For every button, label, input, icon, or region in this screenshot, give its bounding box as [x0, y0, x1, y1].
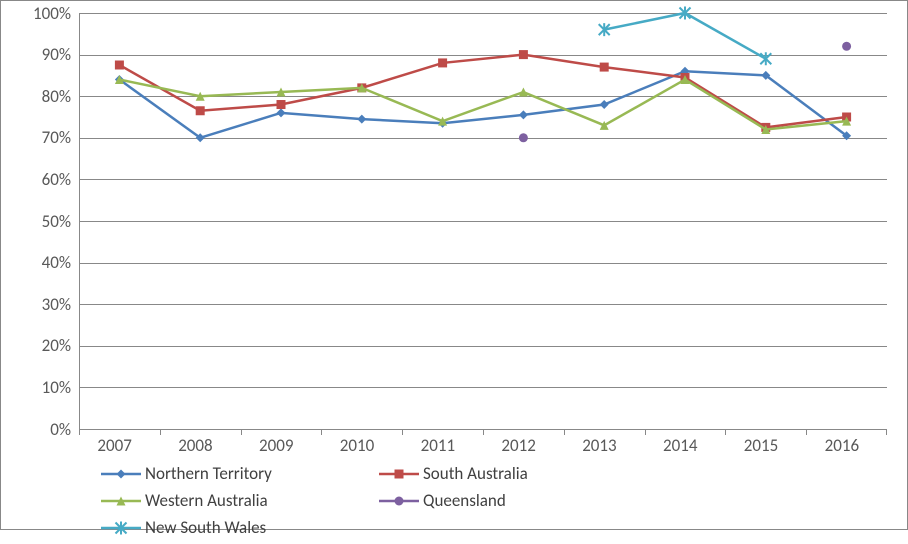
- legend: Northern Territory South Australia Western…: [101, 463, 881, 544]
- series-marker: [760, 52, 771, 65]
- series-line: [604, 13, 766, 59]
- legend-label: Queensland: [423, 490, 506, 511]
- legend-label: Northern Territory: [145, 463, 272, 484]
- legend-label: New South Wales: [145, 517, 266, 538]
- legend-swatch: [379, 467, 419, 481]
- series-marker: [600, 63, 609, 72]
- chart-frame: 0%10%20%30%40%50%60%70%80%90%100% 200720…: [0, 0, 908, 530]
- legend-item: Northern Territory: [101, 463, 351, 484]
- legend-swatch: [379, 494, 419, 508]
- legend-item: Western Australia: [101, 490, 351, 511]
- legend-swatch: [101, 467, 141, 481]
- series-line: [119, 55, 846, 128]
- series-marker: [196, 106, 205, 115]
- series-marker: [519, 50, 528, 59]
- series-marker: [842, 42, 851, 51]
- legend-label: South Australia: [423, 463, 528, 484]
- series-marker: [438, 58, 447, 67]
- legend-label: Western Australia: [145, 490, 268, 511]
- series-marker: [277, 108, 286, 117]
- series-marker: [277, 100, 286, 109]
- series-marker: [519, 133, 528, 142]
- series-marker: [115, 61, 124, 70]
- legend-swatch: [101, 494, 141, 508]
- legend-item: South Australia: [379, 463, 629, 484]
- series-line: [119, 80, 846, 130]
- legend-swatch: [101, 521, 141, 535]
- series-marker: [357, 115, 366, 124]
- legend-item: New South Wales: [101, 517, 351, 538]
- series-marker: [519, 110, 528, 119]
- legend-item: Queensland: [379, 490, 629, 511]
- series-marker: [600, 100, 609, 109]
- plot-svg: [1, 1, 908, 531]
- series-line: [119, 71, 846, 138]
